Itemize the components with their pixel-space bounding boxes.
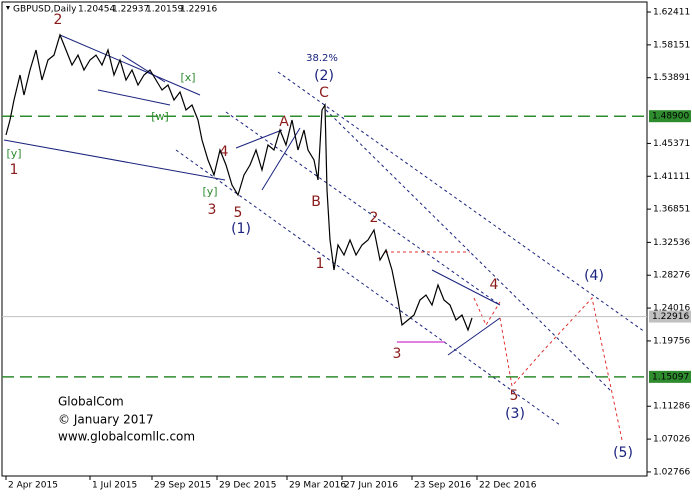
y-tick-label: 1.32536: [653, 238, 690, 248]
dropdown-icon: [6, 6, 10, 10]
x-tick-label: 23 Sep 2016: [414, 481, 471, 491]
wave-label: C: [319, 85, 329, 101]
wave-label: [y]: [202, 185, 217, 198]
ohlc-value: 1.22937: [112, 5, 149, 15]
y-tick-label: 1.36851: [653, 205, 690, 215]
ohlc-value: 1.20159: [146, 5, 183, 15]
y-tick-label: 1.62411: [653, 8, 690, 18]
wave-label: [y]: [6, 147, 21, 160]
wave-label: 1: [316, 256, 325, 272]
wave-label: 4: [220, 144, 229, 160]
y-tick-label: 1.02766: [653, 467, 690, 477]
price-level-box: [649, 310, 691, 323]
wave-label: (5): [613, 445, 633, 461]
price-level-label: 1.48900: [652, 112, 689, 122]
price-line: [5, 33, 473, 332]
y-tick-label: 1.19756: [653, 336, 690, 346]
wave-label: 2: [54, 12, 63, 28]
wave-label: 1: [10, 162, 19, 178]
wave-label: 5: [510, 388, 519, 404]
watermark: GlobalCom: [58, 395, 124, 409]
wave-label: (3): [505, 406, 525, 422]
x-tick-label: 29 Dec 2015: [219, 481, 277, 491]
y-tick-label: 1.53891: [653, 73, 690, 83]
wave-label: (2): [314, 68, 334, 84]
chart-title: GBPUSD,Daily: [13, 5, 77, 15]
wave-label: B: [311, 194, 321, 210]
watermark: © January 2017: [58, 413, 154, 427]
wave-label: [x]: [180, 71, 195, 84]
wave-label: A: [279, 114, 289, 130]
ohlc-value: 1.20454: [78, 5, 115, 15]
x-tick-label: 1 Jul 2015: [92, 481, 137, 491]
plot-frame: [1, 1, 648, 477]
price-level-label: 1.22916: [652, 312, 689, 322]
x-tick-label: 29 Sep 2015: [154, 481, 211, 491]
wave-label: (4): [584, 268, 604, 284]
x-tick-label: 22 Dec 2016: [479, 481, 537, 491]
wave-lines: [3, 34, 646, 441]
wave-label: 4: [490, 277, 499, 293]
price-level-box: [649, 370, 691, 383]
x-tick-label: 2 Apr 2015: [8, 481, 58, 491]
wave-label: 3: [393, 346, 402, 362]
y-tick-label: 1.07026: [653, 435, 690, 445]
price-level-box: [649, 110, 691, 123]
x-tick-label: 27 Jun 2016: [344, 481, 398, 491]
wave-label: 3: [208, 202, 217, 218]
wave-label: (1): [231, 221, 251, 237]
wave-label: [w]: [151, 110, 169, 123]
x-tick-label: 29 Mar 2016: [289, 481, 346, 491]
y-tick-label: 1.24016: [653, 304, 690, 314]
y-tick-label: 1.11286: [653, 402, 690, 412]
wave-label: 5: [234, 205, 243, 221]
y-tick-label: 1.41111: [653, 172, 690, 182]
price-level-label: 1.15097: [652, 372, 689, 382]
y-tick-label: 1.45371: [653, 139, 690, 149]
ohlc-value: 1.22916: [180, 5, 217, 15]
y-tick-label: 1.58151: [653, 40, 690, 50]
watermark: www.globalcomllc.com: [58, 430, 195, 444]
y-tick-label: 1.28276: [653, 271, 690, 281]
wave-label: 2: [370, 210, 379, 226]
fib-label: 38.2%: [306, 53, 338, 64]
